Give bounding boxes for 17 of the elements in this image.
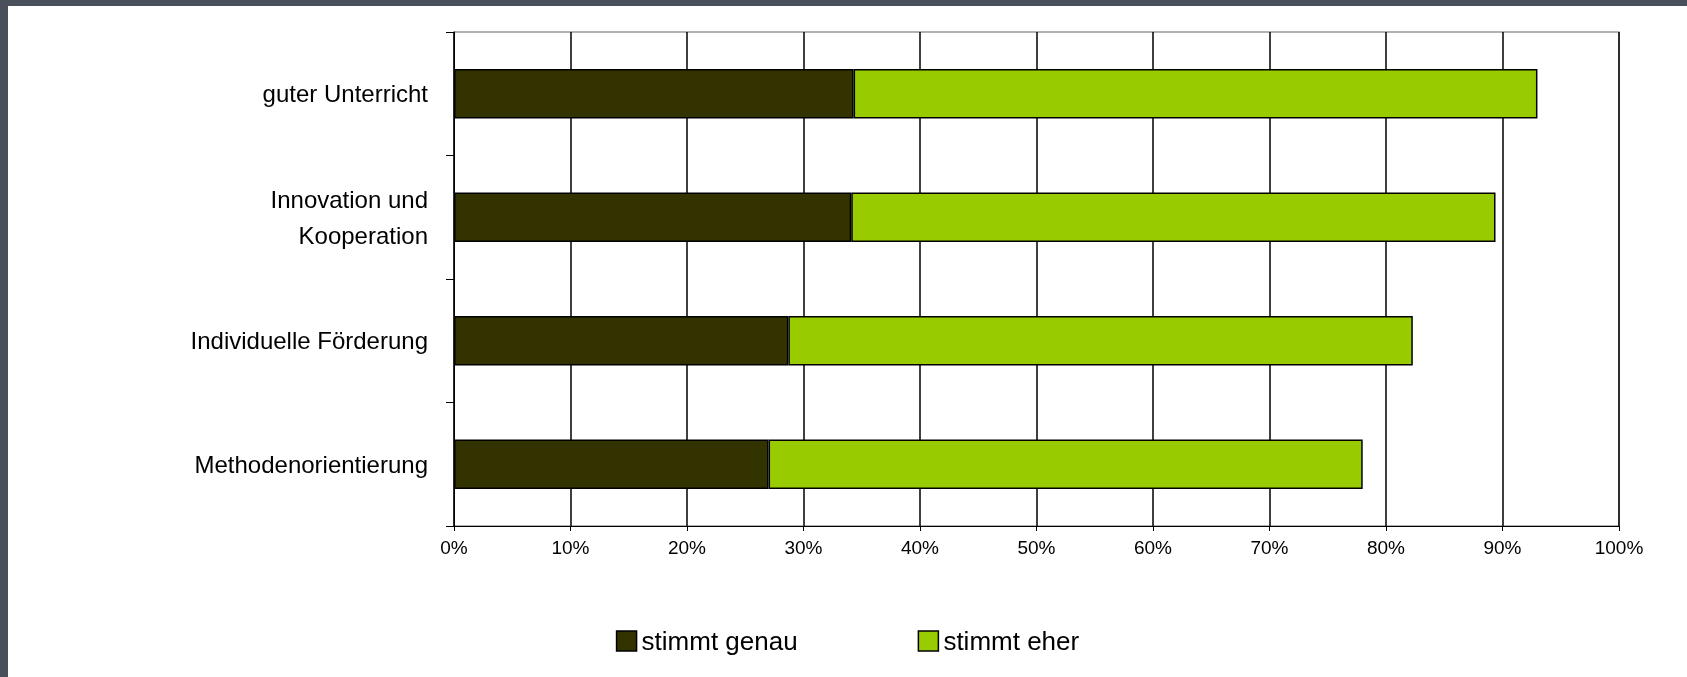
legend-label: stimmt eher xyxy=(943,626,1080,656)
x-tick-label: 0% xyxy=(440,537,468,558)
x-tick-label: 60% xyxy=(1133,537,1173,558)
y-tick-label: Methodenorientierung xyxy=(194,450,428,478)
x-tick-label: 70% xyxy=(1250,537,1289,558)
x-tick-label: 30% xyxy=(784,537,823,558)
y-tick-label: guter Unterricht xyxy=(262,80,429,108)
x-tick-label: 90% xyxy=(1483,537,1522,558)
legend-label: stimmt genau xyxy=(641,626,798,656)
x-tick-label: 50% xyxy=(1017,537,1056,558)
x-tick-label: 100% xyxy=(1594,537,1644,558)
x-tick-label: 40% xyxy=(900,537,940,558)
x-tick-label: 10% xyxy=(551,537,590,558)
y-tick-label: Innovation und Kooperation xyxy=(270,185,428,249)
x-tick-label: 20% xyxy=(667,537,707,558)
y-tick-label: Individuelle Förderung xyxy=(190,327,428,355)
x-tick-label: 80% xyxy=(1366,537,1406,558)
